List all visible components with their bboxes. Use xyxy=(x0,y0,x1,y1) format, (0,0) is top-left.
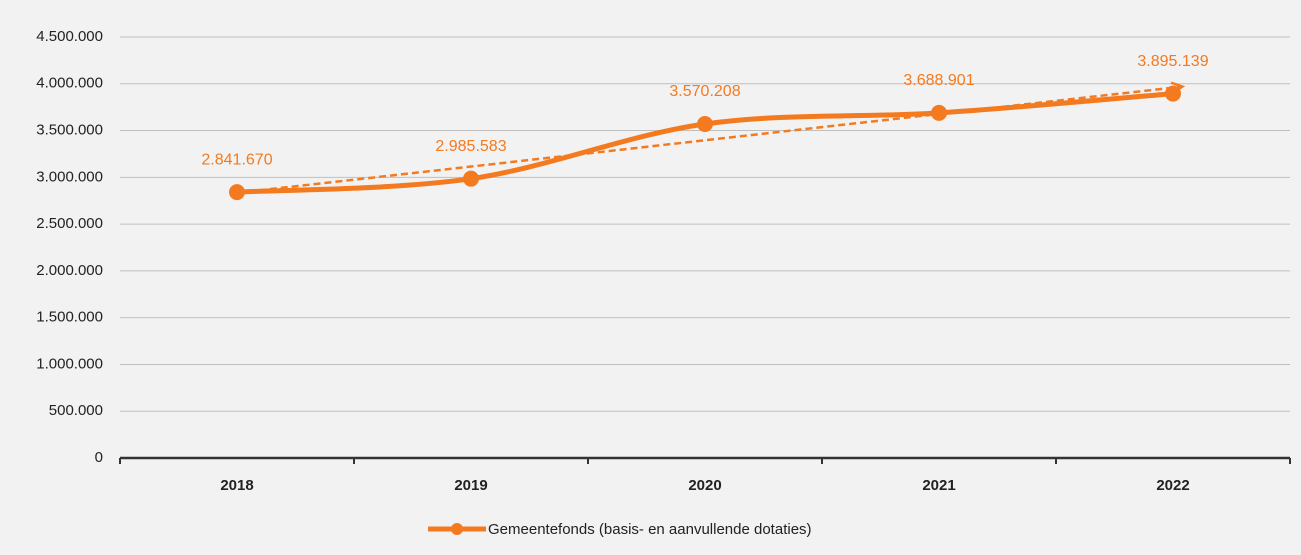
marker xyxy=(229,184,245,201)
data-label: 3.688.901 xyxy=(903,72,974,89)
data-label: 3.570.208 xyxy=(669,83,740,100)
legend-marker xyxy=(451,523,463,535)
y-tick-label: 0 xyxy=(95,449,103,466)
x-tick-label: 2022 xyxy=(1156,477,1189,494)
marker xyxy=(463,170,479,187)
x-tick-label: 2020 xyxy=(688,477,721,494)
y-tick-label: 2.500.000 xyxy=(36,215,103,232)
marker xyxy=(1165,85,1181,102)
y-tick-label: 3.500.000 xyxy=(36,122,103,139)
marker xyxy=(931,104,947,121)
y-tick-label: 4.500.000 xyxy=(36,28,103,45)
y-tick-label: 1.500.000 xyxy=(36,309,103,326)
data-label: 2.985.583 xyxy=(435,138,506,155)
x-tick-label: 2019 xyxy=(454,477,487,494)
y-tick-label: 500.000 xyxy=(49,402,103,419)
y-tick-label: 1.000.000 xyxy=(36,355,103,372)
data-label: 2.841.670 xyxy=(201,151,272,168)
y-tick-label: 3.000.000 xyxy=(36,168,103,185)
y-tick-label: 4.000.000 xyxy=(36,75,103,92)
y-tick-label: 2.000.000 xyxy=(36,262,103,279)
legend-label: Gemeentefonds (basis- en aanvullende dot… xyxy=(488,521,812,538)
x-tick-label: 2018 xyxy=(220,477,253,494)
data-label: 3.895.139 xyxy=(1137,53,1208,70)
x-tick-label: 2021 xyxy=(922,477,955,494)
marker xyxy=(697,115,713,132)
